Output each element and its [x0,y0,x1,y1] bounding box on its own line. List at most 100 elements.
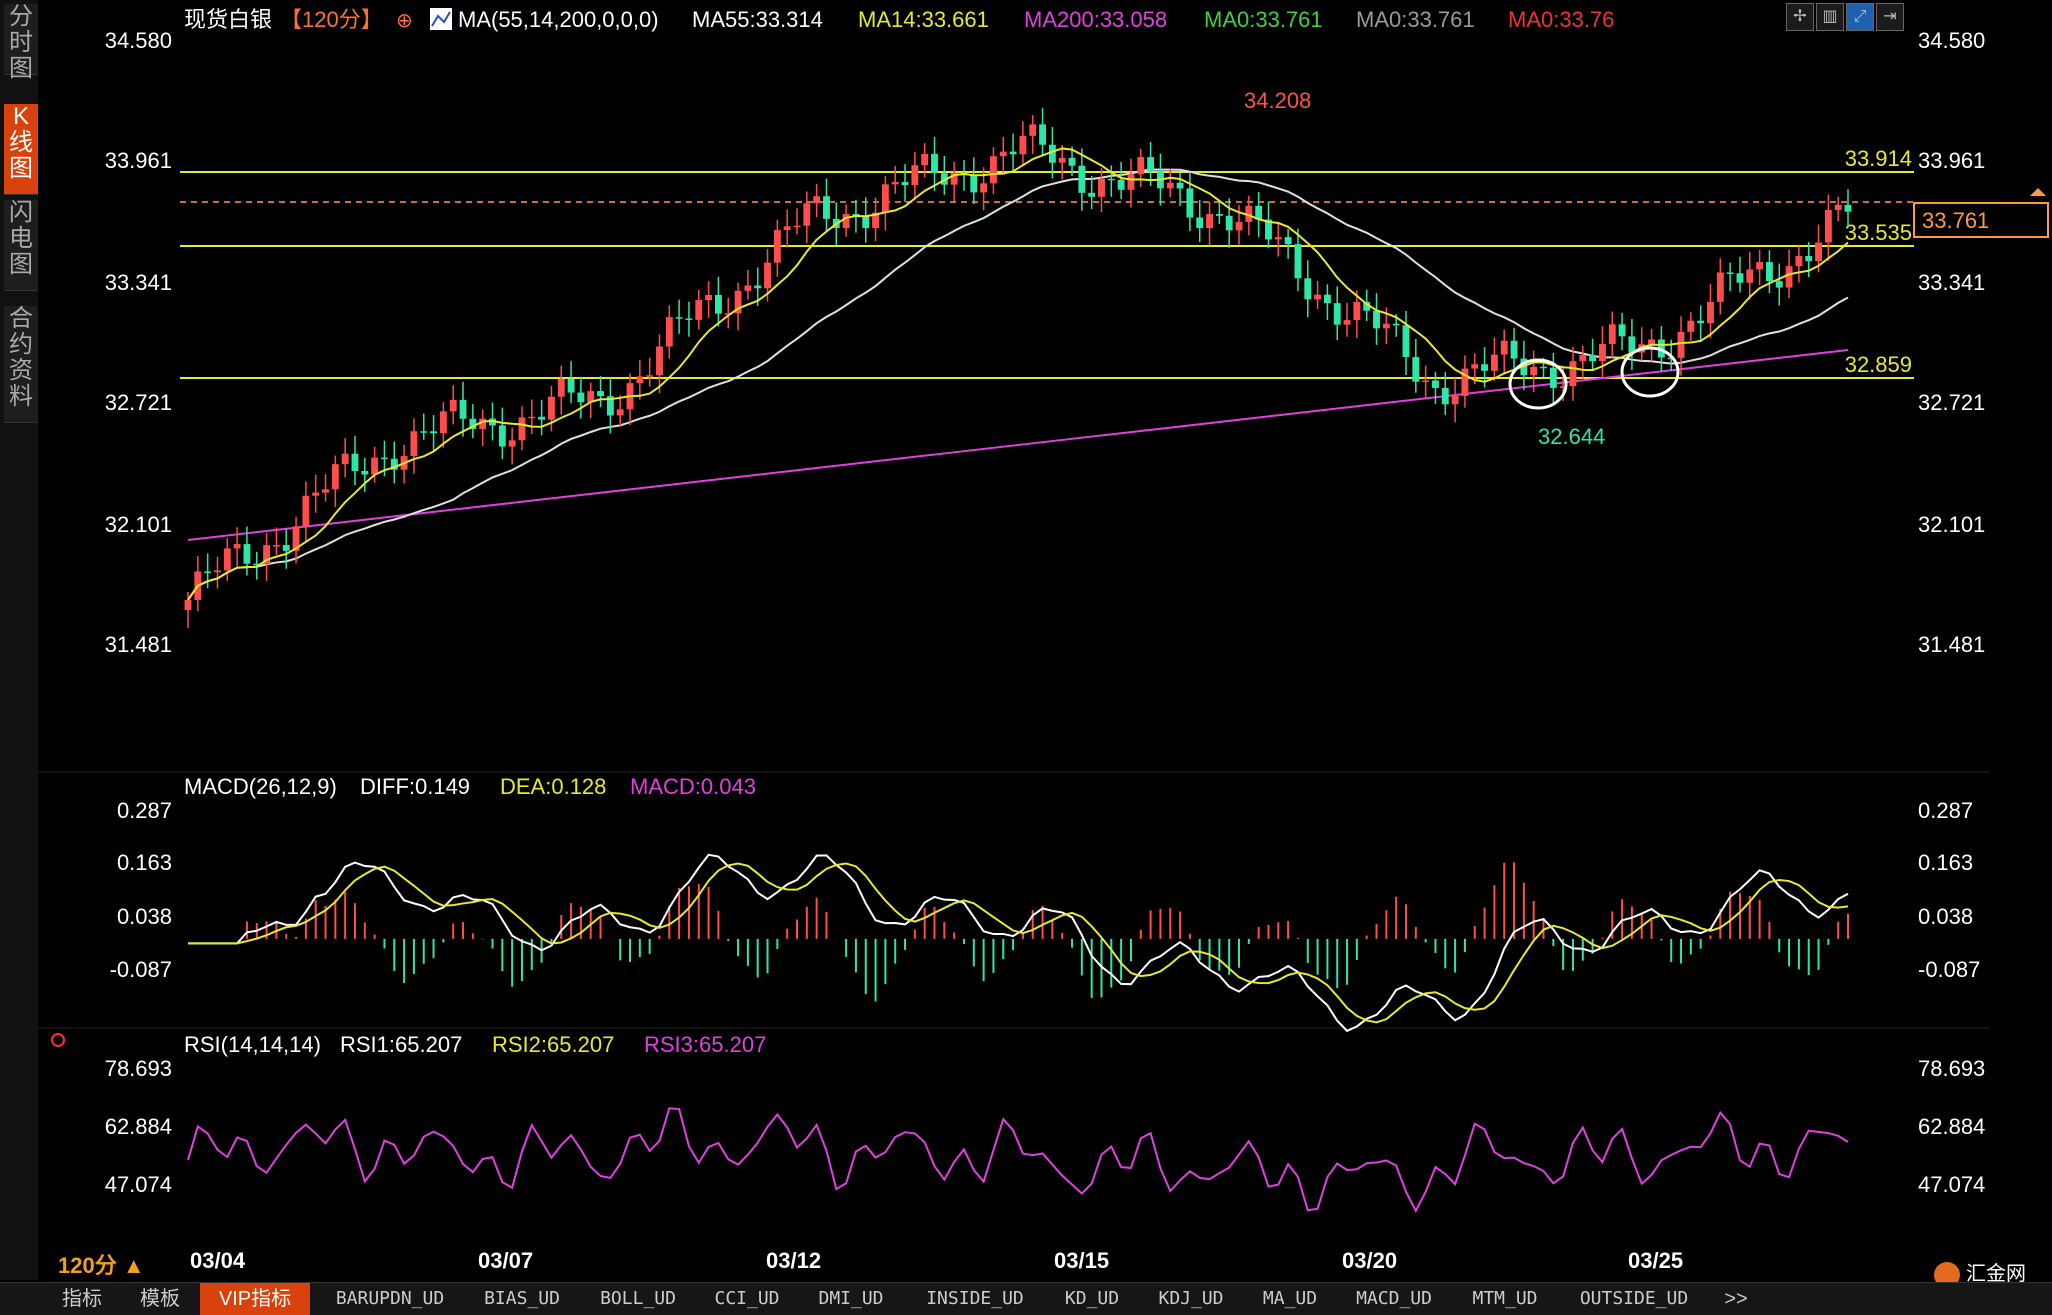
candle-body [204,571,212,573]
candle-body [1608,324,1616,345]
toolbar-indicator[interactable]: 指标 [62,1288,102,1310]
ma200-value: MA200:33.058 [1024,7,1167,32]
candle-body [1088,192,1096,197]
toolbar-kd[interactable]: KD_UD [1064,1288,1120,1309]
candle-body [1844,204,1852,212]
candle-body [567,378,575,393]
add-indicator-icon[interactable]: ⊕ [396,10,413,32]
candle-body [1117,179,1125,190]
candle-body [312,492,320,496]
y-tick-right: 34.580 [1918,28,1985,53]
candle-body [1196,217,1204,229]
macd-title: MACD(26,12,9) [184,774,337,799]
candle-body [547,396,555,420]
sidebar-tab-label: 合约资料 [9,305,33,410]
y-tick-left: 33.961 [105,148,172,173]
candle-body [214,570,221,573]
candle-body [685,318,693,320]
toolbar-bias[interactable]: BIAS_UD [484,1288,560,1309]
high-price-label: 34.208 [1244,88,1311,113]
toolbar-ma[interactable]: MA_UD [1262,1288,1318,1309]
y-tick-left: 32.101 [105,512,172,537]
toolbar-mtm[interactable]: MTM_UD [1472,1288,1538,1309]
crosshair-icon[interactable]: ✢ [1786,3,1814,31]
candle-body [1461,368,1469,396]
candle-body [469,418,477,429]
candle-body [1736,273,1744,283]
candle-body [430,431,437,434]
candle-body [341,453,349,465]
toolbar-more[interactable]: >> [1724,1288,1748,1310]
rsi-settings-icon[interactable] [51,1033,65,1047]
candle-body [1530,366,1538,376]
candle-body [1274,237,1282,240]
candle-body [1697,320,1705,324]
toolbar-macd[interactable]: MACD_UD [1356,1288,1432,1309]
toolbar-cci[interactable]: CCI_UD [714,1288,780,1309]
candle-body [931,153,938,174]
sidebar-tab-flash-chart[interactable]: 闪电图 [4,200,38,291]
ma0-value-gray: MA0:33.761 [1356,7,1475,32]
toolbar-vip-indicator[interactable]: VIP指标 [200,1283,310,1315]
candle-body [1795,256,1803,267]
candle-body [322,489,329,493]
sidebar-tab-contract-info[interactable]: 合约资料 [4,306,38,423]
ma14-value: MA14:33.661 [858,7,989,32]
toolbar-boll[interactable]: BOLL_UD [600,1288,676,1309]
low-price-label: 32.644 [1538,424,1605,449]
candle-body [1402,325,1410,358]
candle-body [587,391,595,403]
rsi2-value: RSI2:65.207 [492,1032,614,1057]
candle-body [724,313,732,315]
candle-body [1569,361,1577,387]
candle-body [449,399,457,412]
kline-chart[interactable]: 现货白银 【120分】 ⊕ MA(55,14,200,0,0,0) MA55:3… [38,0,2052,1280]
candle-body [1628,336,1636,353]
toolbar-dmi[interactable]: DMI_UD [818,1288,884,1309]
toolbar-kdj[interactable]: KDJ_UD [1158,1288,1224,1309]
ma0-value-green: MA0:33.761 [1204,7,1323,32]
candle-body [302,495,310,527]
candle-body [1824,209,1832,243]
toolbar-template[interactable]: 模板 [140,1288,180,1310]
candle-body [518,417,526,441]
candle-body [1206,214,1213,229]
candle-body [1392,323,1400,326]
candle-body [253,563,261,566]
candle-body [606,396,614,416]
candle-body [1147,157,1155,172]
candle-body [1441,387,1449,405]
candle-body [1412,357,1420,382]
candle-body [1314,294,1322,300]
candle-body [1707,301,1714,324]
candle-body [803,203,811,226]
toolbar-inside[interactable]: INSIDE_UD [926,1288,1024,1309]
candle-body [823,196,830,219]
y-tick-left: 32.721 [105,390,172,415]
sidebar-tab-label: 闪电图 [9,199,33,278]
candle-body [1540,366,1547,369]
x-tick-date: 03/20 [1342,1248,1397,1273]
last-price-label: 33.761 [1922,208,1989,233]
macd-y-tick-right: 0.287 [1918,798,1973,823]
toolbar-outside[interactable]: OUTSIDE_UD [1579,1288,1689,1309]
candle-style-icon[interactable]: ▥ [1816,3,1844,31]
candle-body [990,156,997,184]
candle-body [970,175,978,193]
candle-body [764,262,771,289]
sidebar-tab-time-chart[interactable]: 分时图 [4,4,38,82]
candle-body [813,196,821,204]
toolbar-barupdn[interactable]: BARUPDN_UD [335,1288,445,1309]
line-style-icon[interactable]: ⤢ [1846,3,1874,31]
period-selector[interactable]: 120分 ▲ [58,1253,145,1278]
candle-body [940,173,948,185]
indicator-chart-icon-line [431,11,451,27]
macd-y-tick-left: 0.287 [117,798,172,823]
candle-body [675,317,683,319]
candle-body [842,214,850,229]
candle-body [1765,262,1773,282]
jump-icon[interactable]: ⇥ [1876,3,1904,31]
rsi-y-tick-right: 62.884 [1918,1114,1985,1139]
